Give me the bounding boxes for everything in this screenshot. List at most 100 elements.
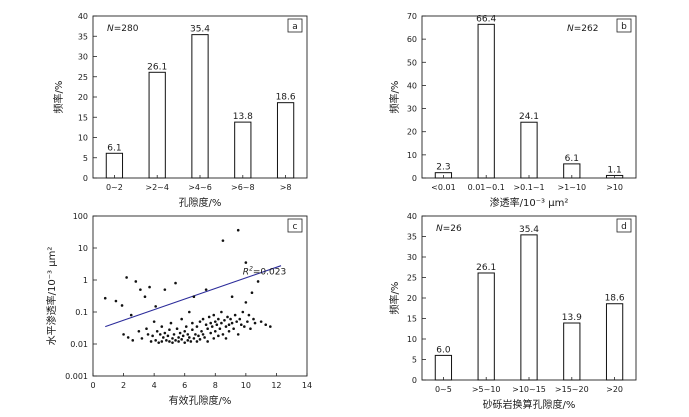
scatter-point xyxy=(227,329,231,333)
scatter-point xyxy=(172,333,176,336)
scatter-point xyxy=(162,336,165,339)
scatter-point xyxy=(204,323,208,327)
bar-value-label: 6.1 xyxy=(107,143,121,153)
scatter-point xyxy=(143,295,147,299)
scatter-point xyxy=(120,304,124,307)
y-tick-label: 100 xyxy=(73,212,88,221)
scatter-point xyxy=(154,339,157,342)
panel-label-box xyxy=(616,218,632,233)
scatter-point xyxy=(244,301,248,304)
scatter-point xyxy=(122,333,125,336)
scatter-point xyxy=(192,295,196,299)
scatter-point xyxy=(243,325,246,328)
scatter-point xyxy=(177,340,180,343)
scatter-point xyxy=(174,339,177,342)
scatter-point xyxy=(212,337,216,340)
y-tick-label: 20 xyxy=(407,128,417,137)
y-tick-label: 50 xyxy=(407,58,417,67)
bar-value-label: 1.1 xyxy=(607,165,621,175)
x-tick-label: 14 xyxy=(302,381,312,390)
y-tick-label: 40 xyxy=(78,12,88,21)
y-tick-label: 25 xyxy=(407,274,417,283)
scatter-point xyxy=(149,340,153,343)
x-axis-title: 砂砾岩换算孔隙度/% xyxy=(483,398,576,411)
scatter-point xyxy=(212,313,216,317)
plot-frame xyxy=(92,215,308,377)
scatter-point xyxy=(220,310,223,314)
scatter-point xyxy=(168,340,171,343)
scatter-point xyxy=(213,329,217,333)
scatter-point xyxy=(209,331,212,335)
x-tick-label: 8 xyxy=(213,381,218,390)
bar xyxy=(477,272,495,381)
scatter-point xyxy=(241,310,245,314)
y-tick-label: 15 xyxy=(78,113,88,122)
bar-value-label: 26.1 xyxy=(476,263,496,273)
scatter-point xyxy=(221,333,225,336)
x-tick-label: >5~10 xyxy=(472,385,501,394)
scatter-point xyxy=(157,341,161,344)
scatter-point xyxy=(131,339,135,342)
scatter-point xyxy=(146,333,150,336)
y-tick-label: 35 xyxy=(78,32,88,41)
panel-label-box xyxy=(616,18,632,33)
bar-chart-panel-a: 0 5 10 15 20 25 30 35 40 6.1 0~2 26.1 >2~4 35.4 >4~6 13… xyxy=(52,12,308,209)
bar-value-label: 35.4 xyxy=(519,225,539,235)
bar xyxy=(234,121,252,179)
scatter-point xyxy=(203,336,206,339)
sample-count-annotation: N=280 xyxy=(107,24,139,34)
scatter-point xyxy=(195,340,199,343)
panel-label: c xyxy=(293,222,298,232)
scatter-point xyxy=(178,331,182,335)
y-tick-label: 0.001 xyxy=(65,372,88,381)
y-tick-label: 40 xyxy=(407,81,417,90)
scatter-point xyxy=(230,321,234,325)
bar xyxy=(477,23,495,179)
scatter-point xyxy=(160,325,164,328)
scatter-point xyxy=(244,261,248,264)
x-tick-label: 10 xyxy=(241,381,251,390)
panel-label-box xyxy=(287,18,303,33)
scatter-point xyxy=(197,334,200,338)
scatter-point xyxy=(191,328,194,331)
y-tick-label: 0.01 xyxy=(70,340,88,349)
scatter-point xyxy=(269,325,272,328)
scatter-point xyxy=(236,228,240,232)
scatter-point xyxy=(175,327,179,331)
x-tick-label: 6 xyxy=(182,381,187,390)
bar-value-label: 18.6 xyxy=(276,93,296,103)
x-tick-label: 0~2 xyxy=(106,183,123,192)
scatter-point xyxy=(239,323,243,327)
scatter-point xyxy=(209,321,212,325)
y-tick-label: 5 xyxy=(412,356,417,365)
scatter-point xyxy=(152,320,156,323)
x-tick-label: >1~10 xyxy=(557,183,586,192)
scatter-point xyxy=(223,319,226,322)
y-tick-label: 10 xyxy=(407,151,417,160)
bar-value-label: 13.8 xyxy=(233,112,253,122)
scatter-point xyxy=(103,296,107,300)
x-tick-label: >2~4 xyxy=(145,183,169,192)
scatter-point xyxy=(165,339,168,342)
y-tick-label: 20 xyxy=(78,93,88,102)
bar-value-label: 35.4 xyxy=(190,25,210,35)
sample-count-annotation: N=26 xyxy=(436,224,462,234)
scatter-point xyxy=(155,329,159,333)
scatter-point xyxy=(145,327,148,331)
scatter-point xyxy=(198,320,202,323)
bar xyxy=(148,71,166,179)
scatter-point xyxy=(200,329,203,333)
bar-chart-panel-d: 0 5 10 15 20 25 30 35 40 6.0 0~5 26.1 >5~10 35.4 >10~1… xyxy=(388,212,637,411)
scatter-point xyxy=(191,321,194,325)
scatter-point xyxy=(189,340,193,343)
scatter-point xyxy=(158,333,162,336)
scatter-point xyxy=(250,291,254,295)
scatter-point xyxy=(230,295,234,299)
scatter-point xyxy=(213,320,217,323)
y-tick-label: 5 xyxy=(83,154,88,163)
scatter-point xyxy=(168,328,171,331)
bar-value-label: 2.3 xyxy=(436,163,450,173)
scatter-point xyxy=(160,340,164,343)
panel-label-box xyxy=(287,218,303,233)
scatter-point xyxy=(229,317,232,321)
